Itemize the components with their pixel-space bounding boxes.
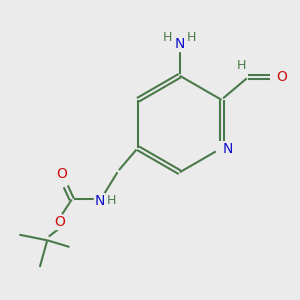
- Text: H: H: [187, 31, 196, 44]
- Text: H: H: [237, 59, 246, 72]
- Text: O: O: [56, 167, 67, 181]
- Text: N: N: [94, 194, 105, 208]
- Text: N: N: [223, 142, 233, 156]
- Text: H: H: [106, 194, 116, 207]
- Text: H: H: [163, 31, 172, 44]
- Text: N: N: [175, 38, 185, 52]
- Text: O: O: [54, 215, 65, 230]
- Text: O: O: [276, 70, 287, 84]
